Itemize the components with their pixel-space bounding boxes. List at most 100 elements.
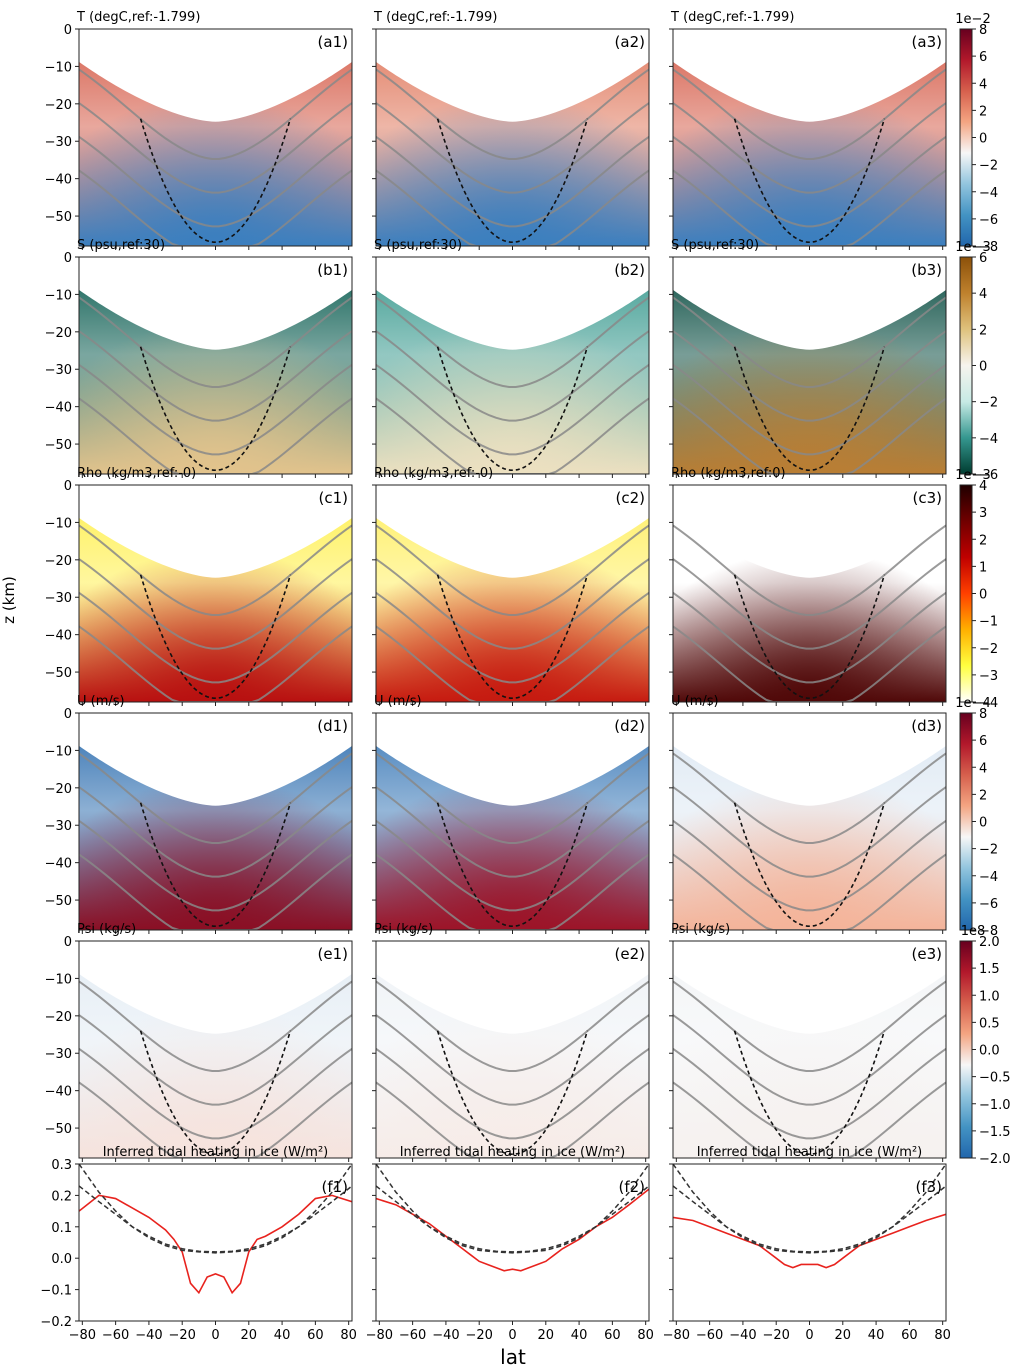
colorbar-tick-label: 6 <box>979 251 987 266</box>
contour-line <box>673 296 946 388</box>
colorbar-gradient <box>959 712 973 931</box>
y-tick-label: 0.3 <box>51 1158 72 1173</box>
contour-line <box>673 1081 946 1158</box>
panel-title: Psi (kg/s) <box>671 922 730 937</box>
y-tick-label: −30 <box>45 1047 72 1062</box>
colorbar-tick-label: 0 <box>979 360 987 375</box>
contour-line <box>673 102 946 194</box>
x-tick-label: −60 <box>399 1328 426 1343</box>
colorbar-gradient <box>959 28 973 247</box>
colorbar-tick-label: 0 <box>979 132 987 147</box>
y-tick-label: −10 <box>45 288 72 303</box>
colorbar-tick-label: −3 <box>979 669 998 684</box>
contour-line <box>79 330 352 422</box>
panel-b2: S (psu,ref:30) (b2) <box>372 238 650 478</box>
y-tick-label: −20 <box>45 98 72 113</box>
colorbar-tick-label: 8 <box>979 23 987 38</box>
contour-line <box>376 980 649 1072</box>
contour-line <box>79 1047 352 1140</box>
panel-a1: T (degC,ref:-1.799) (a1) 0 −10 −20 −30 −40 −50 <box>45 10 353 250</box>
tangent-cylinder-line <box>733 574 886 699</box>
contour-line <box>673 980 946 1072</box>
contour-line <box>673 752 946 844</box>
tangent-cylinder-line <box>139 1030 292 1155</box>
x-tick-label: −20 <box>168 1328 195 1343</box>
z-axis-label: z (km) <box>0 576 18 624</box>
colorbar-tick-label: 1 <box>979 560 987 575</box>
panel-label: (e3) <box>912 945 942 963</box>
x-tick-label: −80 <box>69 1328 96 1343</box>
contour-line <box>673 1047 946 1140</box>
tangent-cylinder-line <box>733 1030 886 1155</box>
dashed-reference-line <box>673 1164 946 1254</box>
contour-line <box>376 853 649 930</box>
y-tick-label: −30 <box>45 591 72 606</box>
contour-line <box>79 524 352 616</box>
colorbar-tick-label: −4 <box>979 432 998 447</box>
contour-line <box>376 363 649 456</box>
y-tick-label: 0 <box>64 479 72 494</box>
y-tick-label: −50 <box>45 1122 72 1137</box>
panel-d3: U (m/s) (d3) <box>669 694 947 934</box>
y-tick-label: −20 <box>45 326 72 341</box>
contour-line <box>673 330 946 422</box>
x-tick-label: 80 <box>637 1328 654 1343</box>
panel-title: Psi (kg/s) <box>77 922 136 937</box>
x-tick-label: 60 <box>307 1328 324 1343</box>
field-core <box>376 973 649 1158</box>
x-tick-label: 0 <box>508 1328 516 1343</box>
panel-f2: Inferred tidal heating in ice (W/m²) (f2)… <box>366 1145 654 1343</box>
contour-line <box>79 558 352 650</box>
field-core <box>673 289 946 474</box>
field-core <box>673 61 946 246</box>
axes-frame <box>672 1163 947 1322</box>
y-tick-label: −0.1 <box>40 1284 72 1299</box>
contour-line <box>79 819 352 912</box>
contour-line <box>79 752 352 844</box>
axes-frame <box>78 1163 353 1322</box>
panel-label: (e1) <box>318 945 348 963</box>
colorbar-tick-label: −8 <box>979 924 998 939</box>
panel-title: Rho (kg/m3,ref:-0) <box>374 466 493 481</box>
panel-f1: Inferred tidal heating in ice (W/m²) (f1)… <box>40 1145 357 1343</box>
contour-line <box>79 363 352 456</box>
x-tick-label: 80 <box>934 1328 951 1343</box>
panel-label: (b2) <box>614 261 645 279</box>
tangent-cylinder-line <box>436 346 589 471</box>
panel-label: (c2) <box>616 489 646 507</box>
panel-d2: U (m/s) (d2) <box>372 694 650 934</box>
contour-line <box>376 591 649 684</box>
y-tick-label: 0 <box>64 707 72 722</box>
contour-line <box>673 524 946 616</box>
tidal-heating-line <box>376 1188 649 1272</box>
contour-line <box>79 591 352 684</box>
tangent-cylinder-line <box>139 118 292 243</box>
colorbars-group: 86420−2−4−6−81e−26420−2−4−61e−343210−1−2… <box>955 12 1010 1167</box>
x-tick-label: 20 <box>538 1328 555 1343</box>
y-tick-label: −50 <box>45 666 72 681</box>
panel-title: U (m/s) <box>671 694 719 709</box>
y-tick-label: 0.2 <box>51 1189 72 1204</box>
contour-line <box>376 752 649 844</box>
y-tick-label: −40 <box>45 173 72 188</box>
panel-title: S (psu,ref:30) <box>77 238 165 253</box>
panel-label: (f2) <box>618 1178 645 1196</box>
field-core <box>673 973 946 1158</box>
panel-title: U (m/s) <box>374 694 422 709</box>
tangent-cylinder-line <box>733 802 886 927</box>
colorbar-tick-label: 4 <box>979 287 987 302</box>
panel-title: Rho (kg/m3,ref:-0) <box>77 466 196 481</box>
tangent-cylinder-line <box>139 346 292 471</box>
y-tick-label: −30 <box>45 363 72 378</box>
contour-line <box>673 363 946 456</box>
panel-title: U (m/s) <box>77 694 125 709</box>
panel-c1: Rho (kg/m3,ref:-0) (c1) 0 −10 −20 −30 −40 −50 <box>45 466 353 706</box>
colorbar-tick-label: 6 <box>979 50 987 65</box>
panel-c3: Rho (kg/m3,ref:0) (c3) <box>669 466 947 706</box>
field-core <box>376 61 649 246</box>
colorbar-Rho: 4 3 2 1 0 −1 −2 −3 −4 1e−3 <box>955 468 998 711</box>
colorbar-tick-label: −4 <box>979 870 998 885</box>
colorbar-tick-label: −6 <box>979 897 998 912</box>
y-tick-label: −40 <box>45 857 72 872</box>
y-tick-label: −50 <box>45 894 72 909</box>
